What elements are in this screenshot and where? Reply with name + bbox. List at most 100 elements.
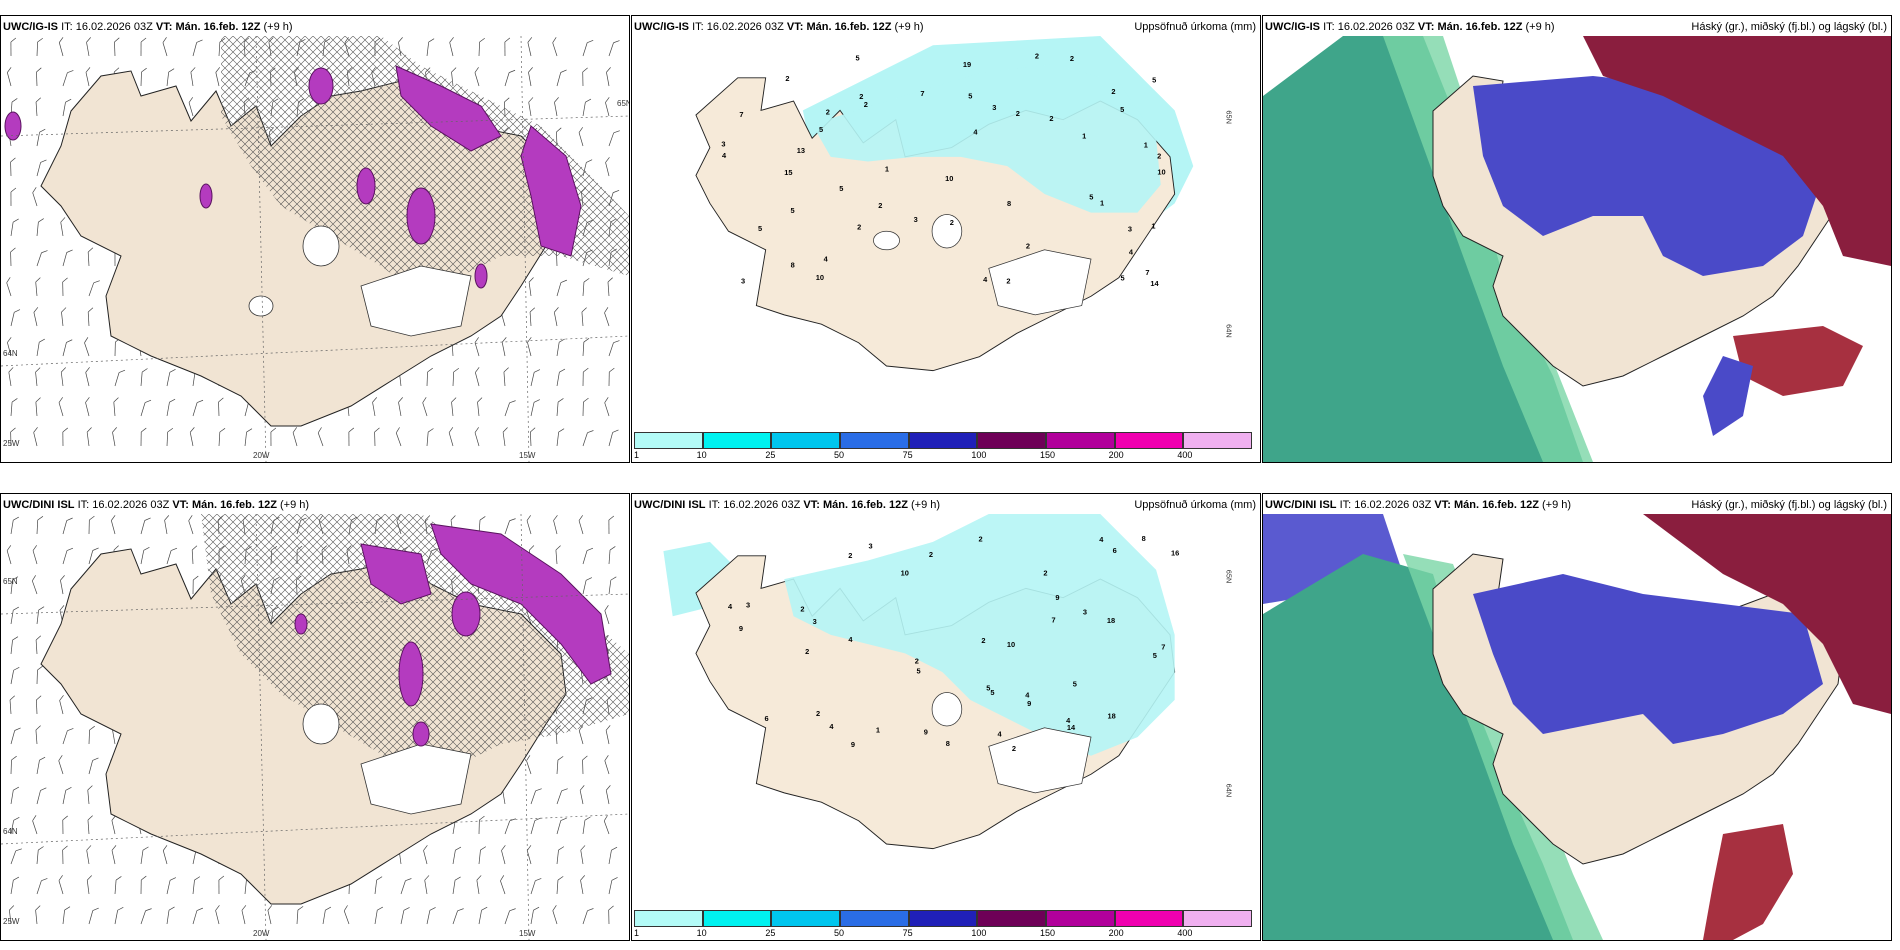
wind-barb <box>192 399 204 417</box>
wind-barb <box>400 878 412 895</box>
colorbar-swatch <box>771 432 840 449</box>
wind-barb <box>400 907 410 925</box>
wind-barb <box>556 817 567 835</box>
snow-band <box>360 543 432 605</box>
snow-band <box>520 125 582 257</box>
precip-value: 10 <box>901 569 909 578</box>
wind-barb <box>582 755 588 775</box>
wind-barb <box>32 815 38 835</box>
precip-value: 15 <box>784 168 792 177</box>
wind-barb <box>556 338 565 357</box>
wind-barb <box>166 547 178 565</box>
wind-barb <box>88 547 99 565</box>
precip-value: 8 <box>946 739 950 748</box>
wind-barb <box>270 427 277 447</box>
precip-value: 2 <box>848 551 852 560</box>
wind-barb <box>10 606 20 625</box>
wind-barb <box>114 906 124 925</box>
colorbar-tick: 25 <box>765 450 776 460</box>
wind-barb <box>111 845 117 865</box>
glacier <box>931 214 963 249</box>
wind-barb <box>582 397 589 417</box>
wind-barb <box>35 367 41 387</box>
wind-barb <box>424 875 430 895</box>
colorbar-tick: 100 <box>971 450 987 460</box>
wind-barb <box>36 218 44 237</box>
wind-barb <box>501 337 507 357</box>
wind-barb <box>188 515 194 535</box>
wind-barb <box>140 399 152 417</box>
glacier <box>360 265 472 337</box>
wind-barb <box>451 397 457 417</box>
wind-barb <box>478 846 487 865</box>
wind-barb <box>608 515 615 535</box>
wind-barb <box>35 397 41 417</box>
wind-barb <box>192 575 199 595</box>
precip-value: 1 <box>1100 198 1104 207</box>
precip-value: 2 <box>915 656 919 665</box>
wind-barb <box>9 695 15 715</box>
wind-barb <box>267 905 273 925</box>
wind-barb <box>554 97 559 117</box>
wind-barb <box>166 427 174 447</box>
precip-value: 2 <box>1070 54 1074 63</box>
wind-barb <box>582 430 594 447</box>
glacier <box>931 692 963 727</box>
wind-barb <box>556 69 567 87</box>
precip-value: 7 <box>920 89 924 98</box>
precip-value: 3 <box>992 103 996 112</box>
wind-barb <box>555 545 561 565</box>
wind-barb <box>7 337 12 357</box>
wind-barb <box>556 788 568 805</box>
wind-barb <box>556 428 565 447</box>
wind-barb <box>62 339 73 357</box>
wind-barb <box>503 367 509 387</box>
glacier <box>302 225 340 267</box>
wind-barb <box>322 906 332 925</box>
colorbar-swatch <box>702 432 772 449</box>
wind-barb <box>112 427 117 447</box>
wind-barb <box>582 367 589 387</box>
colorbar-swatch <box>1114 910 1184 927</box>
precip-value: 3 <box>1083 607 1087 616</box>
snow-band <box>395 65 502 152</box>
wind-barb <box>62 517 73 535</box>
precip-value: 9 <box>1055 593 1059 602</box>
glacier <box>988 727 1092 794</box>
glacier <box>873 230 900 251</box>
panel-header: UWC/DINI ISL IT: 16.02.2026 03Z VT: Mán.… <box>634 499 941 511</box>
colorbar-swatch <box>702 910 772 927</box>
wind-barb <box>374 876 383 895</box>
grid-label: 25W <box>3 439 20 448</box>
panel-header: UWC/DINI ISL IT: 16.02.2026 03Z VT: Mán.… <box>3 499 310 511</box>
precip-value: 4 <box>1129 247 1134 256</box>
wind-barb <box>36 67 42 87</box>
wind-barb <box>10 427 16 447</box>
wind-barb <box>604 605 610 625</box>
low-cloud <box>1583 36 1891 266</box>
colorbar-swatch <box>1046 432 1115 449</box>
precip-values: 2122112232511251053577585423245101415191… <box>721 52 1165 288</box>
precip-value: 5 <box>990 688 994 697</box>
wind-barb <box>582 278 590 297</box>
snow-cell <box>398 641 424 707</box>
precip-value: 1 <box>1082 132 1086 141</box>
wind-barb <box>398 397 403 417</box>
wind-barb <box>474 67 480 87</box>
precip-value: 1 <box>1151 222 1155 231</box>
precip-value: 4 <box>829 722 834 731</box>
low-cloud <box>1643 514 1891 714</box>
wind-barb <box>608 40 620 57</box>
snow-cell <box>199 183 213 209</box>
colorbar-tick: 10 <box>696 450 707 460</box>
colorbar-tick: 50 <box>834 928 845 938</box>
wind-barb <box>292 427 298 447</box>
precip-value: 5 <box>986 684 990 693</box>
precip-value: 7 <box>1145 268 1149 277</box>
wind-barb <box>10 816 20 835</box>
wind-barb <box>372 397 378 417</box>
wind-barb <box>166 398 176 417</box>
wind-barb <box>189 427 195 447</box>
wind-barb <box>60 367 66 387</box>
wind-barb <box>608 905 614 925</box>
